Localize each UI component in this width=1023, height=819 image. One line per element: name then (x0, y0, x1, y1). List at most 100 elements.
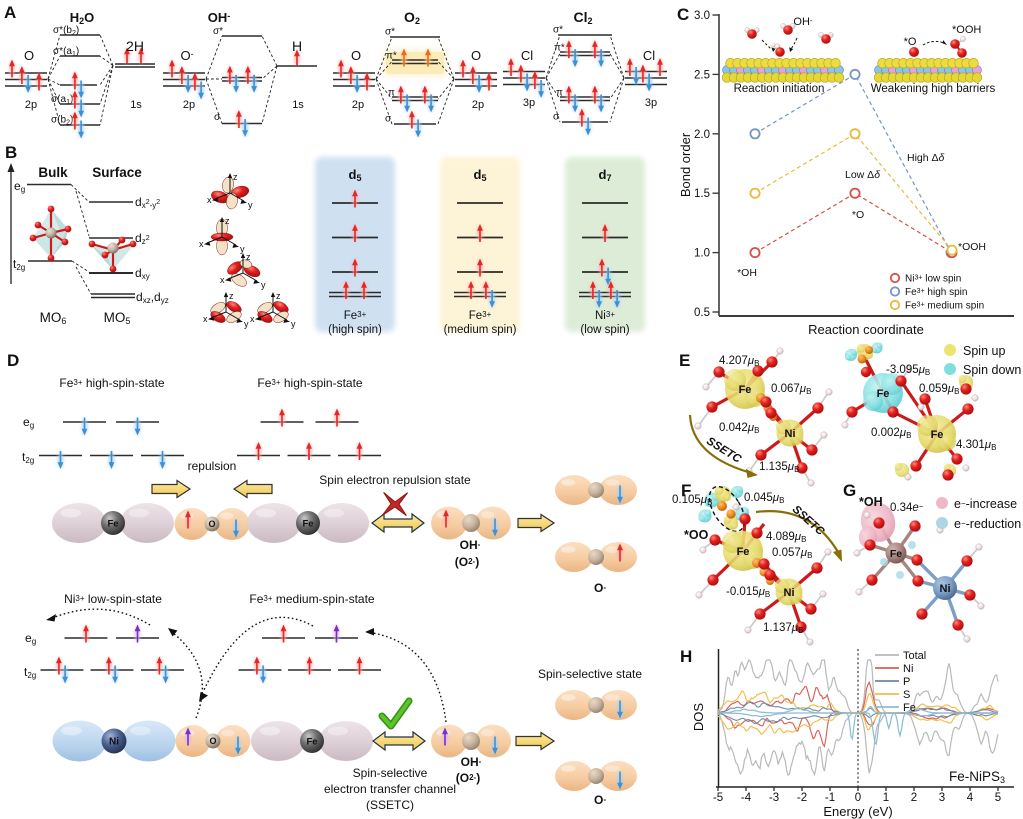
svg-text:Spin-selective: Spin-selective (353, 766, 428, 780)
svg-text:*OO: *OO (684, 528, 709, 542)
svg-text:eg: eg (25, 631, 36, 646)
svg-text:H: H (680, 647, 692, 666)
svg-text:4.301μB: 4.301μB (956, 439, 996, 452)
svg-text:O: O (471, 48, 481, 63)
svg-text:2.5: 2.5 (694, 69, 710, 81)
svg-text:Fe3+ high-spin-state: Fe3+ high-spin-state (59, 376, 165, 390)
svg-text:Fe3+ high spin: Fe3+ high spin (905, 287, 967, 298)
svg-text:Fe3+ medium spin: Fe3+ medium spin (905, 301, 984, 312)
svg-text:2p: 2p (25, 99, 37, 111)
svg-text:Fe3+ medium-spin-state: Fe3+ medium-spin-state (249, 592, 375, 606)
svg-text:H2O: H2O (70, 10, 95, 26)
svg-text:σ*: σ* (553, 25, 563, 36)
svg-text:4.089μB: 4.089μB (766, 531, 806, 544)
svg-text:5: 5 (995, 792, 1001, 804)
svg-text:Ni: Ni (940, 583, 951, 595)
svg-text:x: x (203, 314, 208, 324)
svg-text:4.207μB: 4.207μB (719, 355, 759, 368)
svg-text:1.137μB: 1.137μB (763, 622, 803, 635)
svg-text:e−-increase: e−-increase (954, 497, 1017, 511)
svg-text:repulsion: repulsion (188, 459, 237, 473)
svg-text:0.057μB: 0.057μB (772, 547, 812, 560)
svg-text:Spin-selective state: Spin-selective state (538, 667, 642, 681)
svg-text:2p: 2p (352, 99, 364, 111)
svg-text:σ: σ (214, 112, 221, 123)
svg-text:1.135μB: 1.135μB (759, 461, 799, 474)
svg-text:*O: *O (904, 36, 917, 48)
svg-text:1: 1 (883, 792, 889, 804)
svg-text:1s: 1s (130, 99, 142, 111)
svg-text:0.067μB: 0.067μB (771, 383, 811, 396)
svg-text:Cl: Cl (521, 48, 533, 63)
svg-text:Spin up: Spin up (963, 344, 1005, 358)
svg-text:Spin down: Spin down (963, 363, 1021, 377)
svg-text:y: y (240, 244, 245, 254)
svg-text:Fe: Fe (890, 548, 902, 560)
svg-text:-0.015μB: -0.015μB (726, 586, 770, 599)
svg-text:Bond order: Bond order (678, 132, 693, 197)
svg-text:Fe: Fe (737, 546, 750, 558)
svg-text:π*: π* (386, 51, 397, 62)
svg-text:σ*: σ* (385, 27, 395, 38)
svg-text:Bulk: Bulk (38, 165, 68, 180)
svg-text:e−-reduction: e−-reduction (954, 517, 1021, 531)
svg-text:Fe: Fe (877, 388, 890, 400)
svg-text:Surface: Surface (92, 165, 142, 180)
svg-text:3p: 3p (523, 97, 535, 109)
svg-text:3p: 3p (645, 97, 657, 109)
svg-text:C: C (677, 5, 689, 24)
svg-text:z: z (229, 291, 234, 301)
svg-text:High Δδ: High Δδ (907, 152, 945, 164)
svg-text:Spin electron repulsion state: Spin electron repulsion state (319, 473, 471, 487)
svg-text:-3.095μB: -3.095μB (886, 364, 930, 377)
svg-text:Fe: Fe (306, 736, 317, 747)
svg-text:σ*(b2): σ*(b2) (53, 25, 79, 37)
svg-text:*OH: *OH (737, 267, 757, 279)
svg-text:0.059μB: 0.059μB (919, 383, 959, 396)
svg-text:x: x (250, 314, 255, 324)
svg-text:π: π (556, 88, 563, 99)
svg-text:σ*(a1): σ*(a1) (53, 46, 79, 58)
svg-text:Fe: Fe (107, 518, 118, 529)
svg-text:OH-: OH- (460, 538, 481, 552)
svg-text:Ni3+ low-spin-state: Ni3+ low-spin-state (64, 592, 162, 606)
svg-text:Fe: Fe (931, 429, 944, 441)
svg-text:G: G (843, 481, 856, 500)
svg-text:σ(b2): σ(b2) (51, 115, 73, 127)
svg-text:Ni: Ni (784, 587, 795, 599)
svg-text:2p: 2p (183, 99, 195, 111)
svg-text:O: O (209, 736, 216, 746)
svg-text:eg: eg (23, 415, 34, 430)
svg-text:electron transfer channel: electron transfer channel (324, 782, 456, 796)
svg-text:z: z (233, 172, 238, 182)
svg-text:(O2-): (O2-) (456, 771, 480, 785)
svg-text:O-: O- (594, 793, 606, 807)
svg-text:σ(a1): σ(a1) (51, 94, 73, 106)
svg-text:x: x (220, 275, 225, 285)
svg-text:S: S (903, 689, 910, 701)
svg-text:*OH: *OH (859, 495, 883, 509)
svg-text:σ*: σ* (213, 26, 223, 37)
svg-text:(low spin): (low spin) (580, 324, 629, 336)
svg-text:Fe: Fe (739, 384, 752, 396)
svg-text:OH-: OH- (793, 16, 813, 28)
svg-text:0.042μB: 0.042μB (719, 422, 759, 435)
svg-text:P: P (903, 676, 910, 688)
svg-text:OH-: OH- (461, 755, 482, 769)
svg-text:OH-: OH- (208, 10, 231, 25)
svg-text:Energy (eV): Energy (eV) (823, 804, 892, 819)
svg-text:DOS: DOS (691, 703, 706, 732)
svg-text:0.5: 0.5 (694, 307, 710, 319)
svg-text:B: B (5, 143, 17, 162)
svg-text:A: A (4, 3, 16, 22)
svg-text:MO5: MO5 (104, 310, 131, 326)
svg-text:y: y (248, 200, 253, 210)
svg-text:x: x (199, 239, 204, 249)
svg-text:O-: O- (180, 48, 193, 63)
svg-text:0: 0 (855, 792, 861, 804)
svg-text:2H: 2H (126, 38, 144, 54)
svg-text:x: x (207, 195, 212, 205)
svg-text:*O: *O (852, 209, 864, 221)
svg-text:0.34e−: 0.34e− (890, 502, 924, 514)
svg-text:D: D (7, 351, 19, 370)
